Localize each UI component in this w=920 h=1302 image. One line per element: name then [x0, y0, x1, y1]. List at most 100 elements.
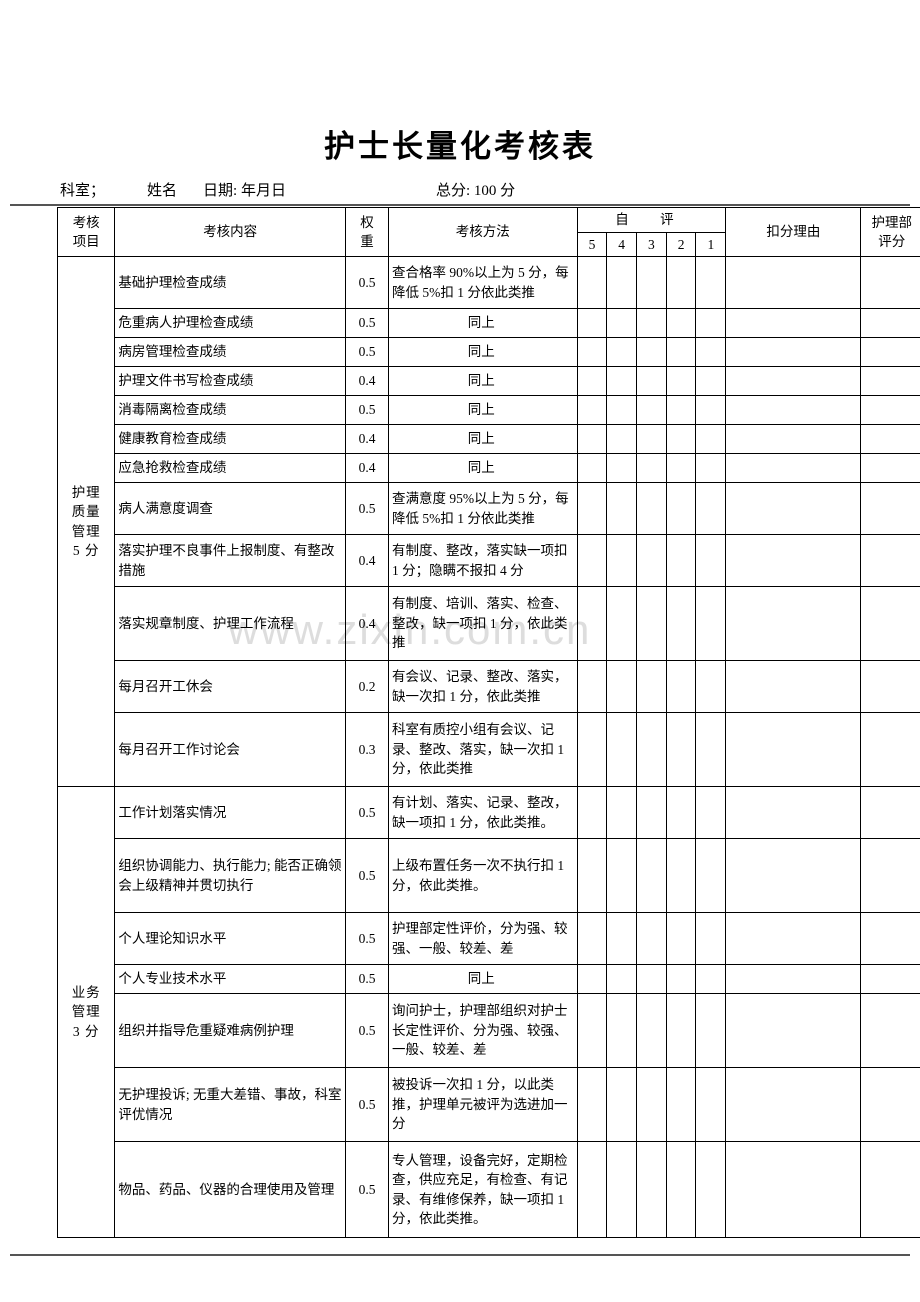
self-eval-score-2-cell[interactable]: [665, 424, 697, 455]
deduction-reason-cell[interactable]: [725, 993, 862, 1069]
nursing-dept-score-cell[interactable]: [860, 337, 920, 368]
self-eval-score-1-cell[interactable]: [695, 366, 727, 397]
nursing-dept-score-cell[interactable]: [860, 395, 920, 426]
self-eval-score-4-cell[interactable]: [606, 534, 638, 588]
self-eval-score-4-cell[interactable]: [606, 964, 638, 995]
self-eval-score-5-cell[interactable]: [576, 308, 608, 339]
self-eval-score-3-cell[interactable]: [636, 993, 667, 1069]
self-eval-score-2-cell[interactable]: [665, 1141, 697, 1239]
self-eval-score-2-cell[interactable]: [665, 912, 697, 966]
self-eval-score-1-cell[interactable]: [695, 786, 727, 840]
self-eval-score-1-cell[interactable]: [695, 482, 727, 536]
self-eval-score-2-cell[interactable]: [665, 964, 697, 995]
self-eval-score-1-cell[interactable]: [695, 712, 727, 788]
self-eval-score-4-cell[interactable]: [606, 256, 638, 310]
nursing-dept-score-cell[interactable]: [860, 1141, 920, 1239]
self-eval-score-2-cell[interactable]: [665, 256, 697, 310]
self-eval-score-2-cell[interactable]: [665, 366, 697, 397]
self-eval-score-3-cell[interactable]: [636, 838, 667, 914]
self-eval-score-3-cell[interactable]: [636, 534, 667, 588]
self-eval-score-1-cell[interactable]: [695, 586, 727, 662]
deduction-reason-cell[interactable]: [725, 786, 862, 840]
self-eval-score-5-cell[interactable]: [576, 1067, 608, 1143]
self-eval-score-1-cell[interactable]: [695, 395, 727, 426]
self-eval-score-3-cell[interactable]: [636, 308, 667, 339]
self-eval-score-4-cell[interactable]: [606, 660, 638, 714]
self-eval-score-1-cell[interactable]: [695, 1067, 727, 1143]
self-eval-score-3-cell[interactable]: [636, 1141, 667, 1239]
deduction-reason-cell[interactable]: [725, 586, 862, 662]
self-eval-score-1-cell[interactable]: [695, 993, 727, 1069]
deduction-reason-cell[interactable]: [725, 838, 862, 914]
self-eval-score-1-cell[interactable]: [695, 838, 727, 914]
nursing-dept-score-cell[interactable]: [860, 586, 920, 662]
self-eval-score-5-cell[interactable]: [576, 712, 608, 788]
self-eval-score-5-cell[interactable]: [576, 912, 608, 966]
self-eval-score-2-cell[interactable]: [665, 660, 697, 714]
deduction-reason-cell[interactable]: [725, 424, 862, 455]
self-eval-score-3-cell[interactable]: [636, 366, 667, 397]
self-eval-score-4-cell[interactable]: [606, 712, 638, 788]
self-eval-score-5-cell[interactable]: [576, 534, 608, 588]
self-eval-score-4-cell[interactable]: [606, 366, 638, 397]
self-eval-score-2-cell[interactable]: [665, 993, 697, 1069]
self-eval-score-5-cell[interactable]: [576, 337, 608, 368]
self-eval-score-5-cell[interactable]: [576, 424, 608, 455]
self-eval-score-3-cell[interactable]: [636, 482, 667, 536]
self-eval-score-1-cell[interactable]: [695, 534, 727, 588]
self-eval-score-3-cell[interactable]: [636, 395, 667, 426]
self-eval-score-1-cell[interactable]: [695, 912, 727, 966]
nursing-dept-score-cell[interactable]: [860, 912, 920, 966]
self-eval-score-2-cell[interactable]: [665, 308, 697, 339]
self-eval-score-1-cell[interactable]: [695, 308, 727, 339]
deduction-reason-cell[interactable]: [725, 453, 862, 484]
self-eval-score-5-cell[interactable]: [576, 1141, 608, 1239]
deduction-reason-cell[interactable]: [725, 912, 862, 966]
deduction-reason-cell[interactable]: [725, 482, 862, 536]
self-eval-score-4-cell[interactable]: [606, 912, 638, 966]
nursing-dept-score-cell[interactable]: [860, 838, 920, 914]
nursing-dept-score-cell[interactable]: [860, 993, 920, 1069]
self-eval-score-2-cell[interactable]: [665, 482, 697, 536]
self-eval-score-5-cell[interactable]: [576, 256, 608, 310]
self-eval-score-4-cell[interactable]: [606, 786, 638, 840]
self-eval-score-5-cell[interactable]: [576, 660, 608, 714]
self-eval-score-2-cell[interactable]: [665, 337, 697, 368]
self-eval-score-3-cell[interactable]: [636, 256, 667, 310]
self-eval-score-3-cell[interactable]: [636, 786, 667, 840]
self-eval-score-3-cell[interactable]: [636, 1067, 667, 1143]
deduction-reason-cell[interactable]: [725, 256, 862, 310]
nursing-dept-score-cell[interactable]: [860, 308, 920, 339]
self-eval-score-3-cell[interactable]: [636, 453, 667, 484]
self-eval-score-3-cell[interactable]: [636, 912, 667, 966]
self-eval-score-2-cell[interactable]: [665, 1067, 697, 1143]
self-eval-score-5-cell[interactable]: [576, 993, 608, 1069]
self-eval-score-1-cell[interactable]: [695, 337, 727, 368]
self-eval-score-2-cell[interactable]: [665, 453, 697, 484]
nursing-dept-score-cell[interactable]: [860, 964, 920, 995]
nursing-dept-score-cell[interactable]: [860, 453, 920, 484]
self-eval-score-2-cell[interactable]: [665, 786, 697, 840]
self-eval-score-3-cell[interactable]: [636, 660, 667, 714]
self-eval-score-2-cell[interactable]: [665, 586, 697, 662]
self-eval-score-1-cell[interactable]: [695, 453, 727, 484]
self-eval-score-4-cell[interactable]: [606, 337, 638, 368]
self-eval-score-4-cell[interactable]: [606, 424, 638, 455]
self-eval-score-3-cell[interactable]: [636, 964, 667, 995]
deduction-reason-cell[interactable]: [725, 308, 862, 339]
deduction-reason-cell[interactable]: [725, 1067, 862, 1143]
self-eval-score-4-cell[interactable]: [606, 1141, 638, 1239]
self-eval-score-4-cell[interactable]: [606, 586, 638, 662]
self-eval-score-2-cell[interactable]: [665, 838, 697, 914]
nursing-dept-score-cell[interactable]: [860, 424, 920, 455]
self-eval-score-4-cell[interactable]: [606, 453, 638, 484]
deduction-reason-cell[interactable]: [725, 1141, 862, 1239]
self-eval-score-5-cell[interactable]: [576, 838, 608, 914]
self-eval-score-5-cell[interactable]: [576, 786, 608, 840]
nursing-dept-score-cell[interactable]: [860, 256, 920, 310]
self-eval-score-2-cell[interactable]: [665, 712, 697, 788]
self-eval-score-3-cell[interactable]: [636, 712, 667, 788]
self-eval-score-5-cell[interactable]: [576, 453, 608, 484]
self-eval-score-4-cell[interactable]: [606, 308, 638, 339]
nursing-dept-score-cell[interactable]: [860, 712, 920, 788]
